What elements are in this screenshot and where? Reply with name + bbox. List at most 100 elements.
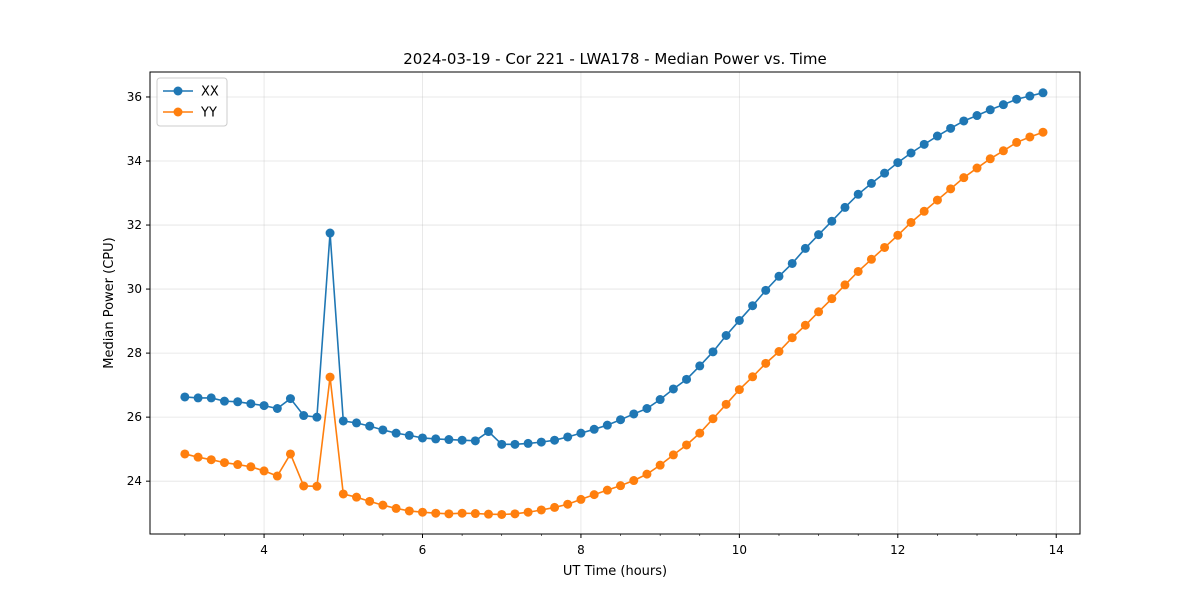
data-point <box>563 432 573 442</box>
data-point <box>299 481 309 491</box>
data-point <box>352 418 362 428</box>
data-point <box>629 476 639 486</box>
data-point <box>985 105 995 115</box>
data-point <box>523 507 533 517</box>
data-point <box>853 189 863 199</box>
data-point <box>312 481 322 491</box>
data-point <box>589 424 599 434</box>
data-point <box>972 163 982 173</box>
data-point <box>616 481 626 491</box>
data-point <box>483 427 493 437</box>
data-point <box>497 509 507 519</box>
data-point <box>1025 91 1035 101</box>
data-point <box>655 460 665 470</box>
data-point <box>998 100 1008 110</box>
y-axis-label: Median Power (CPU) <box>102 237 117 368</box>
data-point <box>285 449 295 459</box>
axes-layer: 4 6 8 10 12 14 24 26 28 30 32 34 36 <box>127 90 1064 557</box>
data-point <box>602 485 612 495</box>
data-point <box>959 116 969 126</box>
data-point <box>431 508 441 518</box>
data-point <box>206 455 216 465</box>
legend-marker <box>173 86 183 96</box>
data-point <box>325 372 335 382</box>
data-point <box>787 258 797 268</box>
data-point <box>259 401 269 411</box>
data-point <box>814 307 824 317</box>
data-point <box>404 506 414 516</box>
data-point <box>800 243 810 253</box>
data-point <box>497 439 507 449</box>
data-point <box>721 330 731 340</box>
data-point <box>668 384 678 394</box>
data-point <box>378 500 388 510</box>
data-point <box>906 148 916 158</box>
data-point <box>246 399 256 409</box>
data-point <box>695 361 705 371</box>
data-point <box>1038 127 1048 137</box>
data-point <box>748 372 758 382</box>
y-tick-label: 36 <box>127 90 142 104</box>
data-point <box>1025 132 1035 142</box>
data-point <box>761 358 771 368</box>
data-point <box>932 195 942 205</box>
series-layer <box>180 88 1048 519</box>
data-point <box>563 499 573 509</box>
data-point <box>510 439 520 449</box>
data-point <box>338 489 348 499</box>
y-tick-label: 34 <box>127 154 142 168</box>
data-point <box>800 320 810 330</box>
x-tick-label: 6 <box>419 543 427 557</box>
data-point <box>272 403 282 413</box>
x-tick-label: 12 <box>890 543 905 557</box>
x-tick-label: 10 <box>732 543 747 557</box>
legend: XX YY <box>156 77 228 127</box>
data-point <box>219 458 229 468</box>
data-point <box>642 469 652 479</box>
data-point <box>734 385 744 395</box>
data-point <box>193 452 203 462</box>
series-yy <box>180 127 1048 519</box>
data-point <box>180 392 190 402</box>
legend-label: YY <box>200 106 217 121</box>
data-point <box>893 230 903 240</box>
data-point <box>365 421 375 431</box>
chart-title: 2024-03-19 - Cor 221 - LWA178 - Median P… <box>403 50 827 68</box>
data-point <box>325 228 335 238</box>
data-point <box>787 333 797 343</box>
data-point <box>378 425 388 435</box>
data-point <box>259 466 269 476</box>
data-point <box>523 438 533 448</box>
x-tick-label: 14 <box>1049 543 1064 557</box>
data-point <box>668 450 678 460</box>
legend-label: XX <box>201 85 219 100</box>
data-point <box>998 146 1008 156</box>
legend-item-yy: YY <box>163 106 217 121</box>
data-point <box>206 393 216 403</box>
data-point <box>219 396 229 406</box>
data-point <box>233 397 243 407</box>
data-point <box>985 154 995 164</box>
y-tick-label: 32 <box>127 218 142 232</box>
data-point <box>642 403 652 413</box>
data-point <box>774 271 784 281</box>
data-point <box>444 435 454 445</box>
data-point <box>906 217 916 227</box>
data-point <box>774 347 784 357</box>
data-point <box>576 494 586 504</box>
data-point <box>946 184 956 194</box>
data-point <box>721 399 731 409</box>
data-point <box>866 254 876 264</box>
data-point <box>550 502 560 512</box>
data-point <box>418 507 428 517</box>
data-point <box>959 173 969 183</box>
data-point <box>629 409 639 419</box>
data-point <box>708 414 718 424</box>
legend-item-xx: XX <box>163 85 219 100</box>
data-point <box>365 496 375 506</box>
data-point <box>1012 137 1022 147</box>
x-tick-label: 4 <box>260 543 268 557</box>
y-tick-label: 28 <box>127 346 142 360</box>
data-point <box>972 111 982 121</box>
